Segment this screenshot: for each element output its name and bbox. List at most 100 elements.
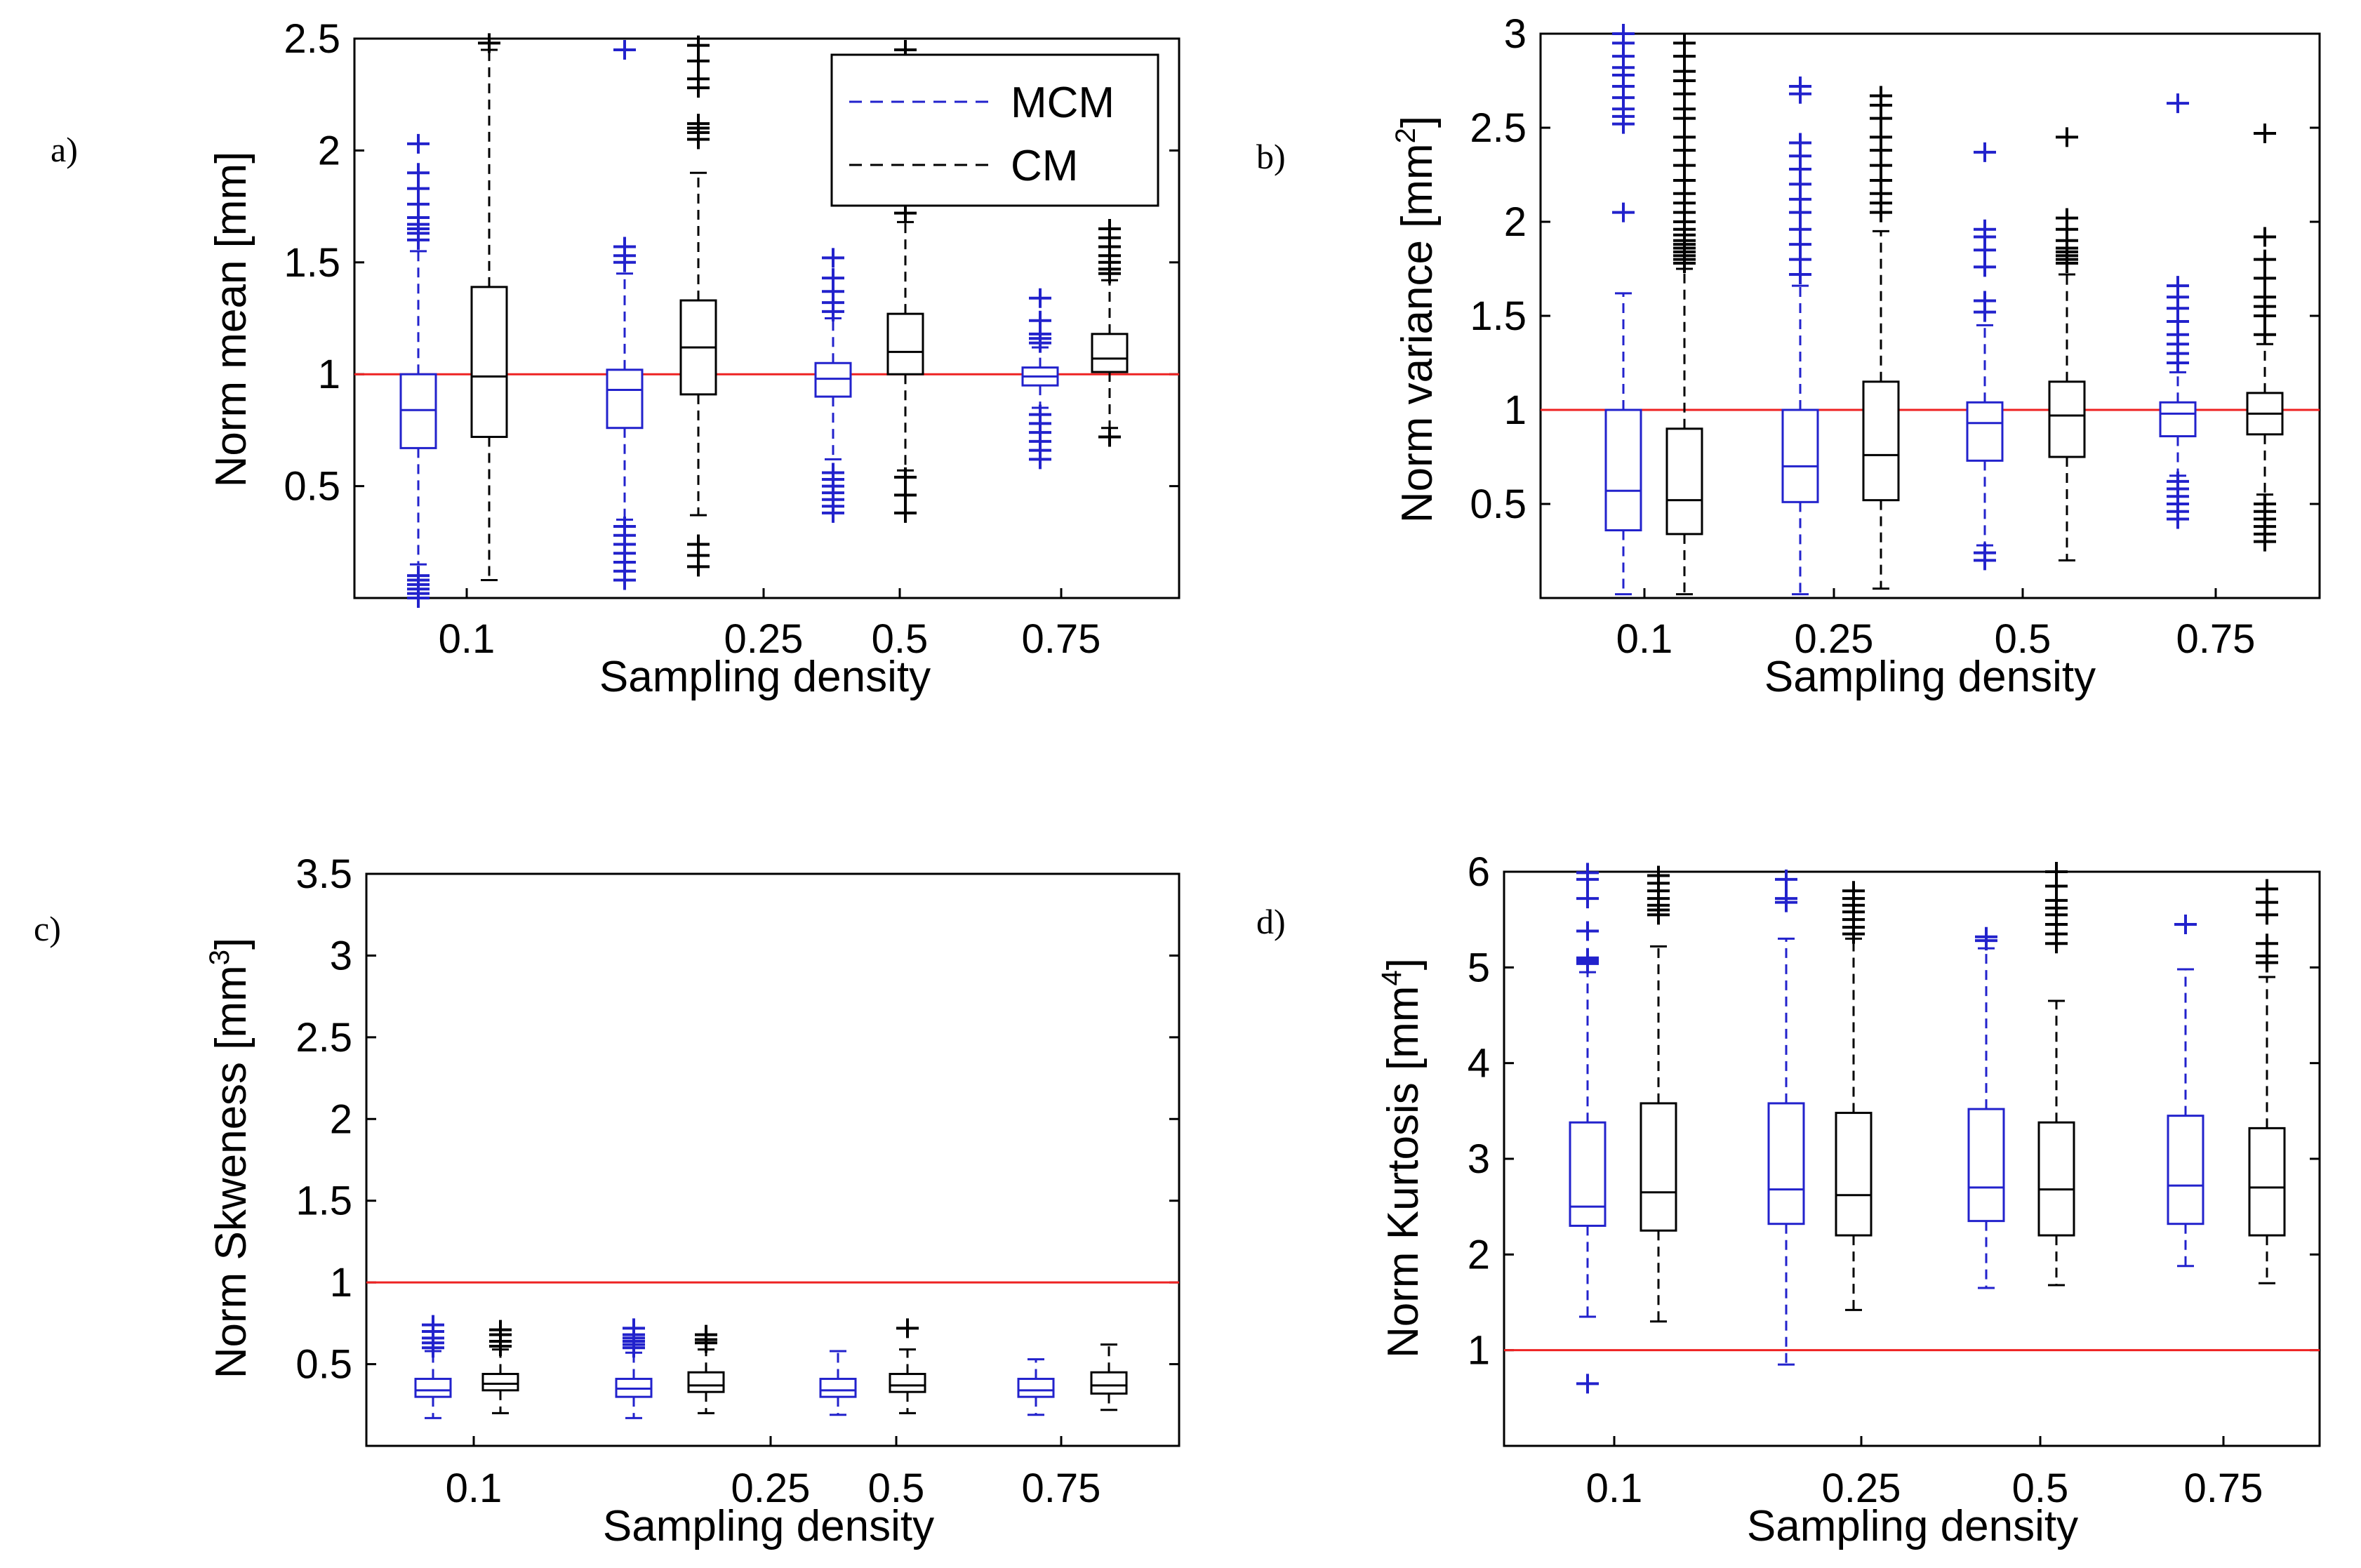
outlier-marker [407, 133, 430, 154]
y-axis-label: Norm Skweness [mm3] [204, 938, 255, 1379]
outlier-marker [2056, 208, 2078, 228]
outlier-marker [1029, 288, 1051, 308]
mcm-box-0.1 [399, 133, 437, 608]
iqr-box [2248, 1127, 2286, 1237]
iqr-box [1090, 1371, 1128, 1395]
outlier-marker [896, 1318, 919, 1338]
x-tick-label: 0.1 [1616, 616, 1673, 662]
legend-label: MCM [1011, 79, 1115, 127]
mcm-box-0.75 [1017, 1358, 1055, 1416]
outlier-marker [2254, 287, 2276, 307]
iqr-box [399, 373, 437, 449]
outlier-marker [2254, 227, 2276, 247]
outlier-marker [478, 33, 500, 53]
outlier-marker [1775, 869, 1797, 889]
outlier-marker [1974, 142, 1996, 162]
outlier-marker [2254, 324, 2276, 345]
outlier-marker [1098, 427, 1121, 447]
cm-box-0.1 [470, 33, 508, 581]
x-tick-label: 0.5 [872, 616, 929, 662]
y-tick-label: 4 [1468, 1041, 1490, 1087]
x-tick-label: 0.75 [1022, 1466, 1101, 1511]
x-tick-label: 0.1 [446, 1466, 503, 1511]
mcm-box-0.75 [2167, 914, 2204, 1268]
iqr-box [687, 1371, 725, 1393]
outlier-marker [1612, 24, 1635, 44]
outlier-marker [687, 35, 710, 55]
plot-frame [365, 872, 1180, 1447]
outlier-marker [894, 467, 917, 487]
y-tick-label: 3.5 [295, 851, 352, 897]
iqr-box [1966, 401, 2004, 462]
y-axis-label: Norm mean [mm] [207, 152, 255, 488]
outlier-marker [1974, 219, 1996, 239]
outlier-marker [822, 248, 844, 268]
x-axis-label: Sampling density [603, 1502, 934, 1550]
mcm-box-0.25 [1767, 869, 1805, 1366]
outlier-marker [695, 1324, 717, 1345]
outlier-marker [2254, 268, 2276, 288]
outlier-marker [489, 1320, 512, 1340]
panel-c: 0.5 1 1.5 2 2.5 3 3.5 0.1 0.25 0.5 0.75 c) Norm Skwe… [34, 851, 1180, 1550]
outlier-marker [687, 69, 710, 89]
outlier-marker [2167, 93, 2189, 114]
y-tick-label: 3 [330, 933, 352, 978]
outlier-marker [1673, 127, 1696, 147]
iqr-box [470, 286, 508, 438]
iqr-box [1640, 1102, 1677, 1232]
outlier-marker [1647, 865, 1670, 886]
outlier-marker [1576, 1374, 1599, 1394]
iqr-box [2048, 380, 2086, 458]
y-tick-label: 5 [1468, 945, 1490, 990]
panel-a: 0.5 1 1.5 2 2.5 0.1 0.25 0.5 0.75 a) Norm mean [mm… [51, 16, 1180, 701]
outlier-marker [1576, 863, 1599, 883]
outlier-marker [822, 463, 844, 483]
outlier-marker [1789, 219, 1811, 239]
iqr-box [1569, 1121, 1607, 1227]
outlier-marker [613, 237, 636, 257]
outlier-marker [613, 516, 636, 536]
outlier-marker [1975, 926, 1997, 947]
x-axis-label: Sampling density [1747, 1502, 2078, 1550]
outlier-marker [687, 114, 710, 134]
x-tick-label: 0.1 [1586, 1466, 1643, 1511]
outlier-marker [623, 1318, 645, 1338]
iqr-box [1967, 1108, 2005, 1223]
outlier-marker [1775, 889, 1797, 909]
outlier-marker [2174, 914, 2197, 934]
cm-box-0.25 [687, 1324, 725, 1414]
cm-box-0.1 [481, 1320, 519, 1414]
outlier-marker [2045, 862, 2068, 882]
y-tick-label: 2 [1468, 1232, 1490, 1277]
iqr-box [819, 1378, 857, 1398]
x-tick-label: 0.75 [2176, 616, 2256, 662]
outlier-marker [1974, 291, 1996, 311]
outlier-marker [2254, 249, 2276, 270]
legend: MCM CM [830, 53, 1159, 207]
plot-frame [353, 37, 1180, 599]
x-tick-label: 0.25 [731, 1466, 811, 1511]
cm-box-0.25 [679, 35, 717, 577]
y-tick-label: 2.5 [1470, 105, 1527, 151]
x-tick-label: 0.25 [724, 616, 804, 662]
mcm-box-0.5 [1966, 142, 2004, 571]
iqr-box [2159, 401, 2197, 438]
y-tick-label: 2 [318, 128, 340, 173]
outlier-marker [407, 163, 430, 183]
iqr-box [2037, 1121, 2075, 1237]
outlier-marker [422, 1315, 444, 1335]
iqr-box [481, 1373, 519, 1392]
y-tick-label: 3 [1468, 1136, 1490, 1182]
mcm-box-0.25 [606, 39, 644, 590]
outlier-marker [2256, 879, 2278, 899]
y-tick-label: 2.5 [295, 1015, 352, 1061]
outlier-marker [1576, 921, 1599, 941]
iqr-box [2167, 1115, 2204, 1225]
y-tick-label: 0.5 [1470, 481, 1527, 527]
outlier-marker [1842, 881, 1865, 901]
x-tick-label: 0.75 [2184, 1466, 2263, 1511]
y-tick-label: 1 [330, 1260, 352, 1305]
x-axis-label: Sampling density [1764, 653, 2096, 701]
mcm-box-0.25 [1781, 77, 1819, 596]
x-tick-label: 0.75 [1022, 616, 1101, 662]
